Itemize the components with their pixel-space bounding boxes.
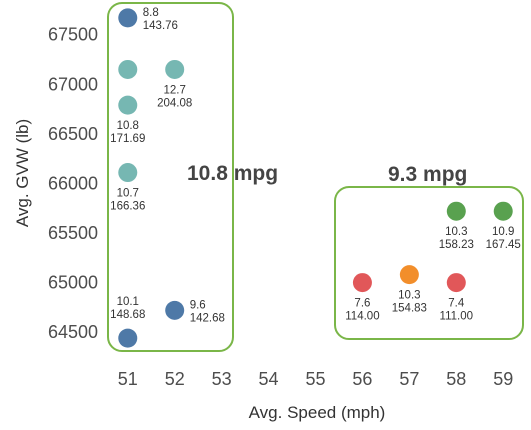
data-label-mpg: 8.8: [143, 7, 159, 19]
data-point: [118, 8, 138, 28]
data-point: [165, 59, 185, 79]
data-label-mpg: 10.3: [398, 290, 420, 302]
data-label-mpg: 7.6: [354, 298, 370, 310]
x-tick-label: 51: [118, 369, 138, 389]
data-label-mpg: 10.9: [492, 226, 514, 238]
data-label-mpg: 10.7: [117, 188, 139, 200]
x-axis-ticks: 51 52 53 54 55 56 57 58 59: [118, 369, 513, 389]
data-label-mpg: 12.7: [164, 84, 186, 96]
data-point: [446, 273, 466, 293]
data-point: [118, 59, 138, 79]
y-axis-ticks: 64500 65000 65500 66000 66500 67000 67500: [48, 25, 98, 342]
x-tick-label: 53: [212, 369, 232, 389]
y-axis-title: Avg. GVW (lb): [13, 119, 32, 227]
y-tick-label: 66500: [48, 124, 98, 144]
x-axis-title: Avg. Speed (mph): [249, 403, 386, 422]
data-label-value: 143.76: [143, 20, 178, 32]
data-label-value: 148.68: [110, 309, 145, 321]
data-label-value: 154.83: [392, 303, 427, 315]
y-tick-label: 66000: [48, 173, 98, 193]
data-point: [165, 300, 185, 320]
data-point: [118, 95, 138, 115]
data-label-value: 204.08: [157, 97, 192, 109]
x-tick-label: 56: [352, 369, 372, 389]
y-tick-label: 65500: [48, 223, 98, 243]
y-tick-label: 64500: [48, 322, 98, 342]
data-label-mpg: 10.3: [445, 226, 467, 238]
x-tick-label: 58: [446, 369, 466, 389]
x-tick-label: 55: [305, 369, 325, 389]
data-point: [493, 201, 513, 221]
data-point: [118, 163, 138, 183]
data-label-value: 114.00: [345, 311, 379, 323]
data-label-mpg: 10.1: [117, 296, 139, 308]
data-label-value: 171.69: [110, 133, 145, 145]
group-box-10-8-mpg: [107, 2, 234, 352]
group-boxes: [107, 2, 524, 352]
x-tick-label: 54: [259, 369, 279, 389]
data-points: [118, 8, 513, 348]
data-label-value: 111.00: [440, 311, 473, 323]
data-point: [352, 273, 372, 293]
x-tick-label: 52: [165, 369, 185, 389]
group-box-9-3-mpg: [334, 186, 524, 340]
data-label-mpg: 9.6: [190, 299, 206, 311]
data-point: [446, 201, 466, 221]
y-tick-label: 67000: [48, 74, 98, 94]
y-tick-label: 67500: [48, 25, 98, 45]
group-label-9-3-mpg: 9.3 mpg: [388, 163, 467, 186]
data-point: [118, 328, 138, 348]
data-label-mpg: 7.4: [448, 298, 465, 310]
y-tick-label: 65000: [48, 273, 98, 293]
data-label-mpg: 10.8: [117, 120, 139, 132]
data-label-value: 158.23: [439, 239, 474, 251]
data-label-value: 167.45: [486, 239, 521, 251]
group-label-10-8-mpg: 10.8 mpg: [187, 162, 278, 185]
data-label-value: 142.68: [190, 312, 225, 324]
x-tick-label: 59: [493, 369, 513, 389]
x-tick-label: 57: [399, 369, 419, 389]
data-label-value: 166.36: [110, 201, 145, 213]
data-point: [399, 265, 419, 285]
